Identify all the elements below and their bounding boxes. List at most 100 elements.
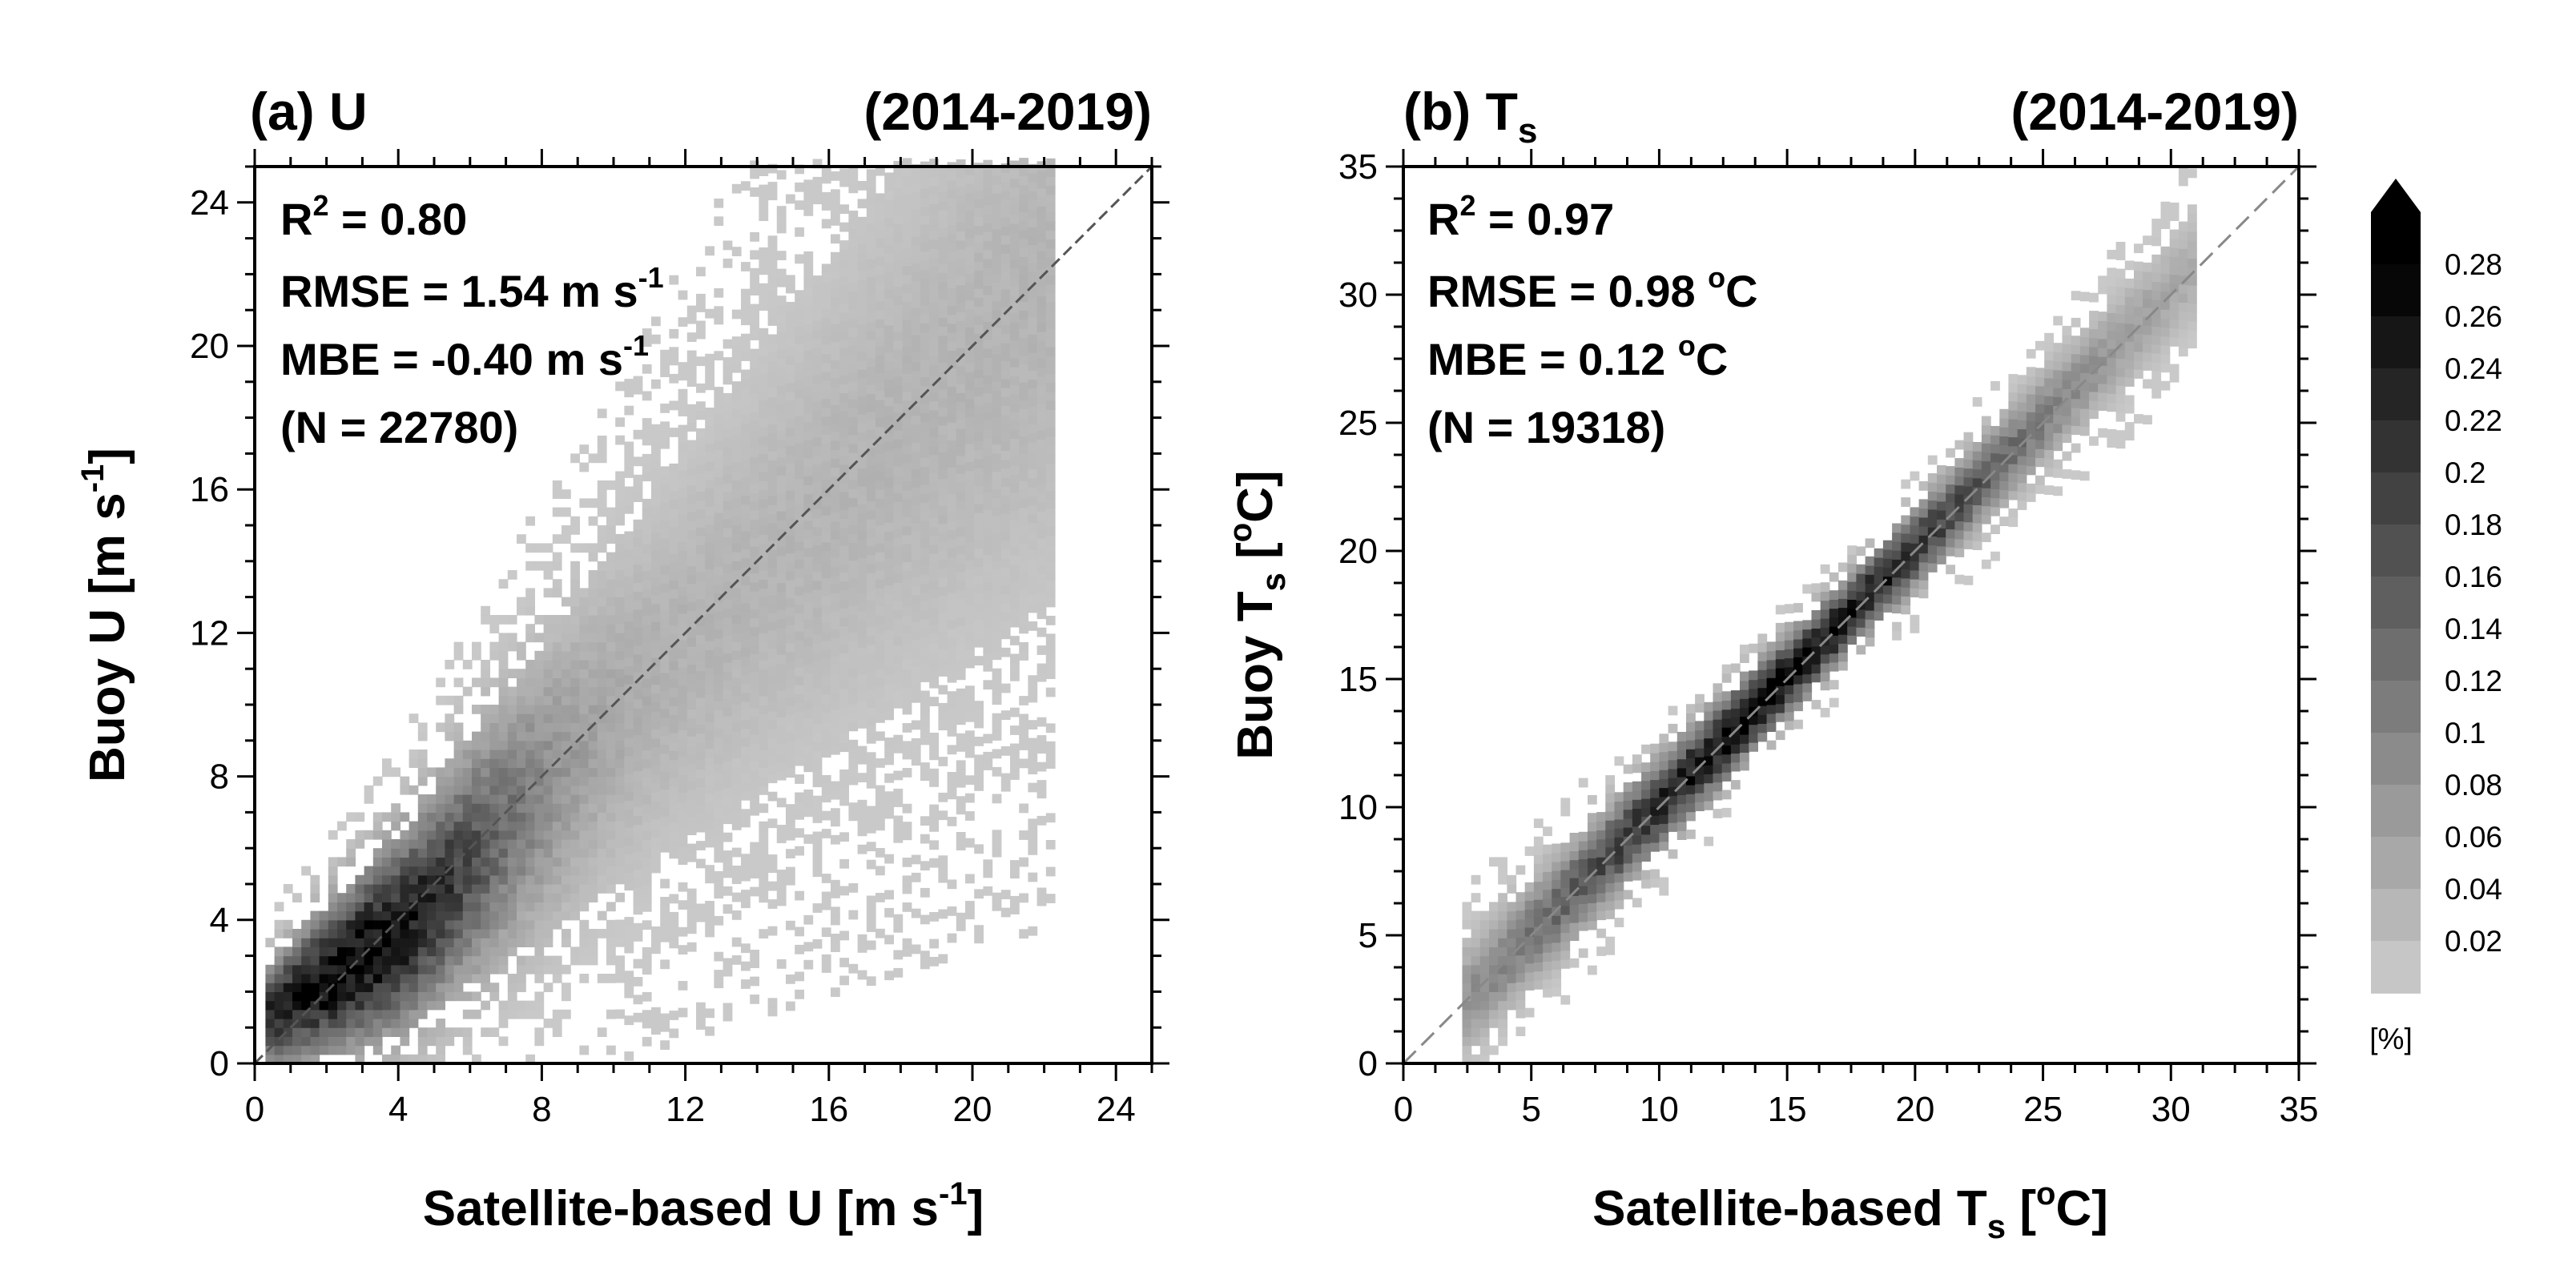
panel-a-density-cell bbox=[660, 573, 670, 584]
panel-a-density-cell bbox=[633, 582, 643, 592]
panel-a-density-cell bbox=[1019, 346, 1028, 356]
panel-a-density-cell bbox=[696, 572, 706, 581]
panel-a-density-cell bbox=[875, 319, 885, 328]
panel-a-density-cell bbox=[570, 946, 580, 957]
panel-a-density-cell bbox=[929, 454, 939, 464]
panel-a-density-cell bbox=[893, 179, 904, 189]
panel-b-density-cell bbox=[1552, 960, 1562, 970]
panel-a-density-cell bbox=[911, 648, 921, 658]
panel-a-density-cell bbox=[741, 782, 751, 792]
panel-a-density-cell bbox=[848, 175, 859, 184]
panel-a-density-cell bbox=[965, 703, 975, 713]
panel-a-density-cell bbox=[759, 247, 769, 257]
panel-a-density-cell bbox=[839, 679, 849, 689]
panel-a-density-cell bbox=[525, 605, 535, 616]
panel-a-density-cell bbox=[705, 703, 714, 713]
panel-b-density-cell bbox=[1462, 1009, 1472, 1019]
panel-a-density-cell bbox=[965, 452, 975, 462]
panel-a-density-cell bbox=[776, 376, 787, 386]
panel-a-density-cell bbox=[983, 518, 993, 528]
panel-a-density-cell bbox=[624, 827, 634, 837]
panel-a-density-cell bbox=[417, 874, 428, 885]
panel-a-density-cell bbox=[722, 527, 733, 537]
panel-a-density-cell bbox=[372, 866, 383, 876]
panel-a-density-cell bbox=[651, 630, 661, 641]
panel-a-density-cell bbox=[786, 616, 795, 625]
panel-a-density-cell bbox=[831, 234, 840, 244]
panel-a-density-cell bbox=[722, 599, 733, 609]
panel-a-density-cell bbox=[265, 1027, 276, 1037]
panel-a-density-cell bbox=[615, 561, 625, 571]
panel-a-density-cell bbox=[831, 396, 840, 405]
panel-a-density-cell bbox=[1010, 169, 1020, 179]
panel-a-density-cell bbox=[875, 400, 885, 409]
panel-a-density-cell bbox=[678, 488, 688, 497]
panel-b-density-cell bbox=[1560, 950, 1571, 960]
panel-a-density-cell bbox=[462, 1009, 473, 1019]
panel-a-density-cell bbox=[1019, 220, 1028, 231]
panel-a-density-cell bbox=[579, 955, 590, 966]
panel-a-density-cell bbox=[543, 785, 553, 795]
panel-a-density-cell bbox=[1036, 511, 1047, 520]
panel-a-density-cell bbox=[472, 821, 481, 831]
panel-a-density-cell bbox=[750, 716, 759, 726]
panel-a-density-cell bbox=[750, 850, 759, 861]
panel-a-density-cell bbox=[902, 858, 912, 867]
panel-a-density-cell bbox=[705, 452, 714, 462]
panel-a-density-cell bbox=[1010, 357, 1020, 368]
panel-a-density-cell bbox=[947, 269, 957, 279]
panel-a-density-cell bbox=[472, 902, 481, 912]
panel-a-density-cell bbox=[893, 277, 904, 287]
panel-a-density-cell bbox=[1010, 671, 1020, 681]
panel-a-density-cell bbox=[1000, 531, 1011, 541]
panel-a-density-cell bbox=[920, 457, 930, 468]
panel-a-density-cell bbox=[831, 834, 840, 845]
panel-a-density-cell bbox=[992, 668, 1002, 678]
panel-a-density-cell bbox=[633, 1012, 643, 1023]
panel-a-density-cell bbox=[929, 293, 939, 303]
panel-a-density-cell bbox=[866, 250, 876, 259]
panel-a-density-cell bbox=[983, 204, 993, 215]
panel-a-density-cell bbox=[821, 407, 831, 417]
panel-a-density-cell bbox=[992, 766, 1002, 777]
panel-a-density-cell bbox=[1036, 197, 1047, 207]
panel-a-density-cell bbox=[722, 500, 733, 511]
panel-a-density-cell bbox=[1036, 259, 1047, 270]
panel-a-density-cell bbox=[920, 556, 930, 566]
panel-a-density-cell bbox=[741, 979, 751, 989]
panel-a-density-cell bbox=[543, 750, 553, 759]
panel-a-density-cell bbox=[615, 480, 625, 490]
panel-a-density-cell bbox=[400, 839, 410, 849]
panel-a-density-cell bbox=[947, 933, 957, 943]
panel-a-density-cell bbox=[686, 565, 697, 576]
panel-a-density-cell bbox=[750, 653, 759, 664]
panel-b-density-cell bbox=[1515, 918, 1526, 929]
panel-a-density-cell bbox=[624, 468, 634, 478]
panel-a-density-cell bbox=[992, 578, 1002, 589]
panel-a-density-cell bbox=[750, 501, 759, 511]
panel-a-density-cell bbox=[597, 561, 607, 571]
panel-a-density-cell bbox=[857, 495, 867, 504]
panel-a-density-cell bbox=[517, 1000, 526, 1011]
panel-a-density-cell bbox=[498, 641, 509, 652]
panel-a-density-cell bbox=[1019, 355, 1028, 365]
panel-a-density-cell bbox=[938, 488, 948, 497]
panel-a-density-cell bbox=[696, 634, 706, 645]
panel-a-density-cell bbox=[660, 493, 670, 503]
panel-a-density-cell bbox=[1045, 580, 1056, 589]
panel-a-density-cell bbox=[992, 830, 1002, 840]
panel-a-density-cell bbox=[588, 705, 598, 714]
panel-a-density-cell bbox=[615, 874, 625, 885]
panel-a-density-cell bbox=[678, 837, 688, 847]
panel-a-density-cell bbox=[750, 959, 759, 968]
panel-a-density-cell bbox=[857, 683, 867, 693]
panel-a-density-cell bbox=[606, 794, 616, 804]
panel-a-density-cell bbox=[1000, 504, 1011, 514]
panel-b-density-cell bbox=[1560, 842, 1571, 853]
panel-a-density-cell bbox=[543, 902, 553, 912]
panel-a-density-cell bbox=[427, 991, 437, 1002]
panel-a-density-cell bbox=[1000, 512, 1011, 523]
panel-a-density-cell bbox=[902, 355, 912, 365]
panel-a-density-cell bbox=[588, 893, 598, 902]
panel-a-density-cell bbox=[633, 618, 643, 628]
